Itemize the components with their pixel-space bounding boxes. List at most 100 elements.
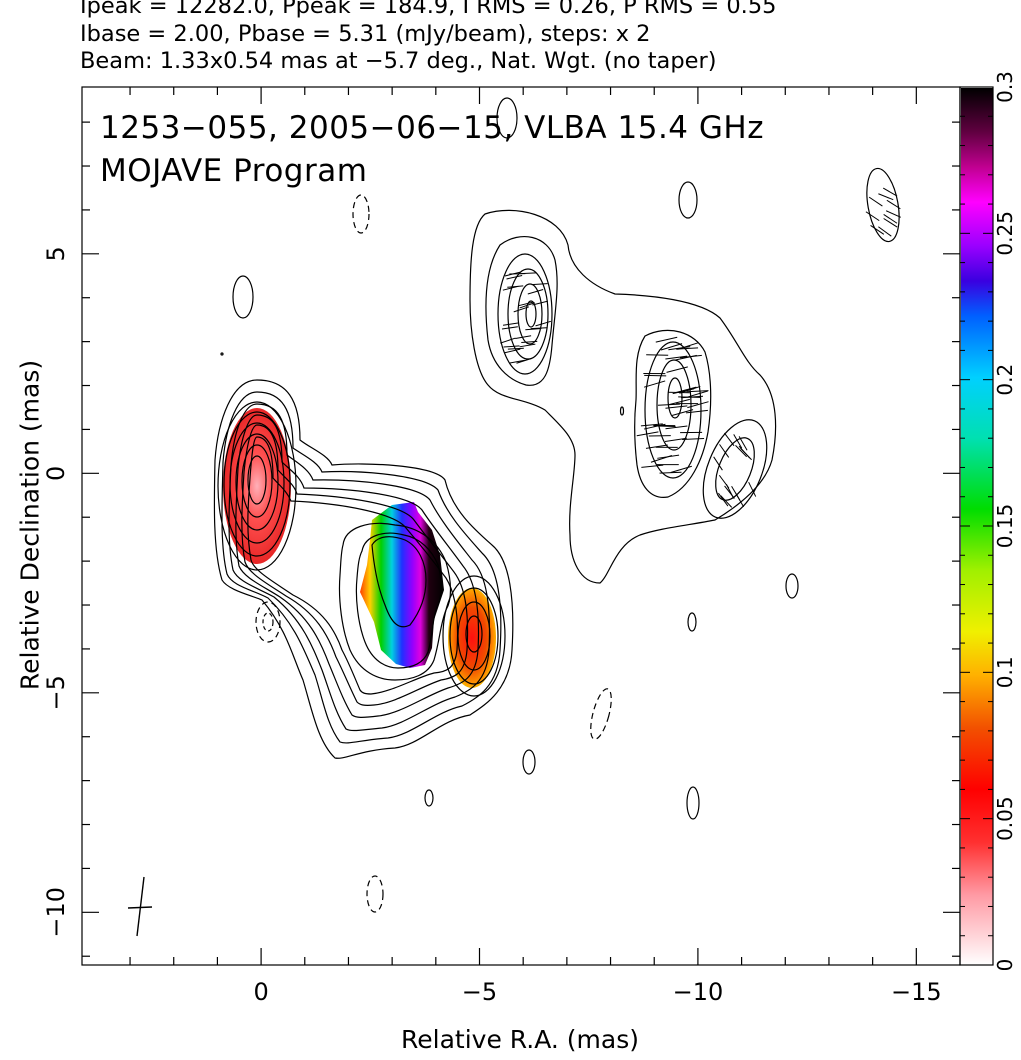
contour-blob-top xyxy=(496,97,518,139)
contour-outer-lobe-2 xyxy=(485,236,558,386)
evpa-vector xyxy=(735,445,748,458)
contour-tiny-2 xyxy=(220,352,224,356)
contour-inner-level-3 xyxy=(228,403,491,732)
evpa-vector xyxy=(670,465,692,473)
contour-blob-far-right xyxy=(866,167,900,243)
x-tick-label: −10 xyxy=(673,978,724,1006)
contour-neg-bottom xyxy=(366,875,384,913)
contour-inner-level-8 xyxy=(355,532,442,669)
colorbar-tick-label: 0.2 xyxy=(993,364,1017,396)
beam-cross xyxy=(127,876,153,937)
evpa-vector xyxy=(503,345,520,348)
contour-outer-knot-c-2 xyxy=(715,437,755,501)
evpa-vector xyxy=(507,347,524,350)
contour-core-level-9 xyxy=(229,422,285,544)
evpa-vector xyxy=(660,343,683,351)
contour-outer-lobe xyxy=(469,209,777,584)
evpa-vector xyxy=(509,359,525,364)
y-tick-label: 0 xyxy=(42,466,70,481)
polarization-layer xyxy=(223,408,496,688)
evpa-vector xyxy=(882,187,898,197)
evpa-vector xyxy=(878,193,894,201)
evpa-vector xyxy=(687,401,709,409)
contour-neg-near-core-inner xyxy=(262,612,274,632)
evpa-vector xyxy=(506,275,523,280)
contour-core-level-10 xyxy=(235,433,279,531)
evpa-vector xyxy=(868,196,883,207)
evpa-vector xyxy=(748,481,757,497)
contour-inner-level-7 xyxy=(338,522,452,681)
contour-core-level-11 xyxy=(241,444,273,518)
colorbar-tick-label: 0.15 xyxy=(993,504,1017,549)
evpa-vector xyxy=(724,432,735,447)
evpa-vector xyxy=(521,340,538,344)
evpa-vector xyxy=(653,425,676,427)
contour-knot-level-2 xyxy=(449,587,499,685)
core-polarization-patch xyxy=(223,408,291,564)
colorbar-tick-label: 0.1 xyxy=(993,656,1017,688)
evpa-vector xyxy=(719,444,730,458)
evpa-vector xyxy=(682,437,705,441)
colorbar-tick-label: 0.25 xyxy=(993,211,1017,256)
contour-blob-left xyxy=(232,275,254,319)
contour-inner-level-6 xyxy=(247,436,459,695)
evpa-vector xyxy=(668,346,691,351)
contour-blob-r5 xyxy=(424,789,434,807)
contour-blob-r6 xyxy=(686,786,700,820)
evpa-vector xyxy=(665,355,688,360)
evpa-vector xyxy=(644,374,667,377)
evpa-vector xyxy=(504,348,521,354)
contour-neg-near-core xyxy=(255,601,281,643)
x-tick-label: −15 xyxy=(891,978,942,1006)
beam-minor-axis xyxy=(127,906,153,909)
evpa-vector xyxy=(645,444,668,449)
contour-knot-level-3 xyxy=(457,601,491,671)
program-label: MOJAVE Program xyxy=(100,153,368,189)
contour-outer-knot-a-4 xyxy=(525,300,537,328)
evpa-vector xyxy=(646,354,669,356)
evpa-vector xyxy=(725,484,735,499)
colorbar-tick-label: 0 xyxy=(993,959,1017,972)
contour-knot-level-4 xyxy=(465,615,483,653)
evpa-vector xyxy=(686,390,708,398)
intensity-contours xyxy=(213,97,900,913)
evpa-vector xyxy=(530,327,547,330)
evpa-vector xyxy=(883,213,898,224)
evpa-vector xyxy=(679,354,702,359)
x-axis: 0 −5 −10 −15 xyxy=(129,87,942,1006)
evpa-vector xyxy=(519,343,536,348)
contour-outer-knot-a-2 xyxy=(507,268,549,360)
evpa-vector xyxy=(643,423,666,430)
evpa-vector xyxy=(519,302,535,309)
x-tick-label: −5 xyxy=(462,978,497,1006)
y-axis: 5 0 −5 −10 xyxy=(42,121,960,957)
evpa-vector xyxy=(865,211,880,222)
evpa-vector xyxy=(665,405,688,409)
evpa-vector xyxy=(717,492,729,507)
evpa-vector xyxy=(517,301,534,307)
y-tick-label: −5 xyxy=(42,675,70,710)
evpa-vector xyxy=(500,337,516,344)
evpa-vector xyxy=(664,437,687,442)
evpa-vector xyxy=(515,335,532,340)
y-tick-label: 5 xyxy=(42,246,70,261)
evpa-vector xyxy=(735,492,745,508)
evpa-vector xyxy=(678,396,701,398)
contour-neg-r3 xyxy=(590,688,612,740)
evpa-vector xyxy=(636,431,659,437)
evpa-vector xyxy=(501,326,518,330)
evpa-vector xyxy=(535,320,552,327)
evpa-vector xyxy=(740,447,752,461)
evpa-vector xyxy=(738,436,748,451)
x-tick-label: 0 xyxy=(253,978,268,1006)
contour-blob-r2 xyxy=(687,612,697,632)
evpa-vector xyxy=(674,386,697,394)
evpa-vector xyxy=(527,288,544,295)
evpa-vector xyxy=(513,306,530,313)
contour-core-level-7 xyxy=(217,401,297,571)
contour-inner-level-1 xyxy=(213,379,514,759)
contour-tiny-1 xyxy=(619,406,625,416)
evpa-vector xyxy=(641,464,664,468)
source-label: 1253−055, 2005−06−15, VLBA 15.4 GHz xyxy=(100,110,764,146)
colorbar-tick-label: 0.05 xyxy=(993,796,1017,841)
